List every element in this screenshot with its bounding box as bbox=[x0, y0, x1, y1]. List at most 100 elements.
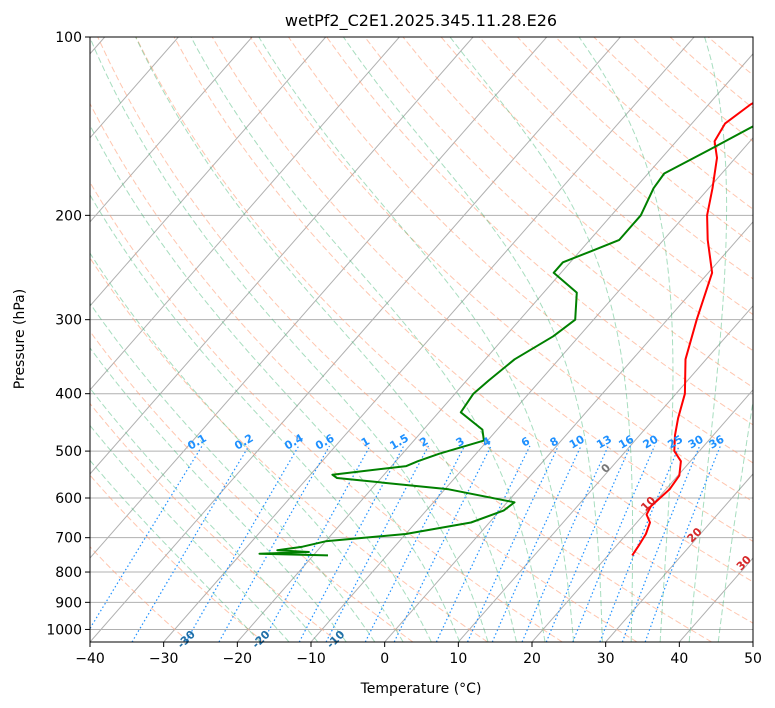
dry-adiabat-line bbox=[440, 37, 753, 316]
moist-adiabat-line bbox=[90, 193, 432, 642]
y-tick-label: 300 bbox=[55, 313, 82, 329]
dry-adiabat-line bbox=[90, 257, 488, 642]
moist-adiabat-line bbox=[90, 347, 347, 642]
mixing-ratio-line bbox=[218, 445, 331, 642]
dry-adiabat-line bbox=[90, 546, 190, 642]
moist-adiabat-line bbox=[90, 302, 376, 642]
moist-adiabat-label: 10 bbox=[638, 494, 658, 514]
moist-adiabat-line bbox=[90, 424, 290, 642]
mixing-ratio-label: 6 bbox=[519, 434, 532, 449]
y-tick-label: 500 bbox=[55, 444, 82, 460]
mixing-ratio-label: 3 bbox=[454, 435, 467, 450]
isotherm-line bbox=[90, 37, 400, 391]
x-tick-label: 10 bbox=[449, 651, 467, 667]
plot-area: 0.10.20.40.611.52346810131620253036-100-… bbox=[46, 30, 762, 667]
mixing-ratio-label: 20 bbox=[641, 432, 661, 451]
moist-adiabat-line bbox=[90, 37, 489, 642]
moist-adiabat-line bbox=[688, 37, 728, 642]
dry-adiabat-line bbox=[135, 37, 753, 624]
dry-adiabat-line bbox=[97, 37, 712, 642]
dry-adiabat-line bbox=[90, 102, 638, 642]
isotherm-line bbox=[310, 137, 753, 642]
dry-adiabat-label: -30 bbox=[175, 628, 198, 651]
dry-adiabat-label: -10 bbox=[324, 628, 347, 651]
isotherm-line bbox=[90, 37, 621, 642]
mixing-ratio-line bbox=[364, 445, 466, 642]
mixing-ratio-line bbox=[621, 445, 701, 642]
x-tick-label: −10 bbox=[296, 651, 326, 667]
y-tick-label: 600 bbox=[55, 491, 82, 507]
y-tick-label: 400 bbox=[55, 387, 82, 403]
moist-adiabat-line bbox=[449, 37, 634, 642]
dry-adiabat-line bbox=[211, 37, 753, 542]
moist-adiabat-line bbox=[717, 398, 753, 642]
dry-adiabat-label: -20 bbox=[249, 628, 272, 651]
dry-adiabat-line bbox=[173, 37, 753, 583]
moist-adiabat-line bbox=[90, 252, 404, 642]
x-tick-label: 0 bbox=[380, 651, 389, 667]
isotherm-line bbox=[752, 641, 753, 642]
dry-adiabat-line bbox=[555, 37, 753, 210]
dry-adiabat-line bbox=[90, 181, 563, 642]
isotherm-line bbox=[457, 305, 753, 642]
mixing-ratio-line bbox=[521, 445, 609, 642]
mixing-ratio-line bbox=[393, 445, 492, 642]
mixing-ratio-label: 1 bbox=[359, 435, 372, 450]
mixing-ratio-line bbox=[644, 445, 721, 642]
mixing-ratio-label: 13 bbox=[594, 433, 614, 452]
isotherm-line bbox=[163, 37, 695, 642]
x-tick-label: 50 bbox=[744, 651, 762, 667]
mixing-ratio-line bbox=[545, 445, 631, 642]
y-tick-label: 900 bbox=[55, 595, 82, 611]
dry-adiabat-line bbox=[90, 402, 339, 642]
mixing-ratio-label: 16 bbox=[616, 432, 636, 451]
isotherm-line bbox=[531, 389, 753, 642]
mixing-ratio-line bbox=[131, 445, 250, 642]
plot-background-lines bbox=[90, 37, 753, 642]
mixing-ratio-line bbox=[90, 445, 203, 630]
moist-adiabat-line bbox=[90, 459, 261, 642]
chart-title: wetPf2_C2E1.2025.345.11.28.E26 bbox=[285, 11, 557, 31]
x-tick-label: 40 bbox=[670, 651, 688, 667]
x-tick-label: −30 bbox=[149, 651, 179, 667]
mixing-ratio-line bbox=[435, 445, 531, 642]
isotherm-line bbox=[90, 37, 548, 559]
y-tick-label: 800 bbox=[55, 565, 82, 581]
temperature-profile-line bbox=[631, 102, 753, 556]
y-tick-label: 700 bbox=[55, 531, 82, 547]
moist-adiabat-line bbox=[135, 37, 517, 642]
mixing-ratio-label: 30 bbox=[686, 432, 706, 451]
mixing-ratio-label: 2 bbox=[417, 435, 430, 450]
mixing-ratio-label: 25 bbox=[665, 433, 685, 452]
isotherm-line bbox=[90, 37, 474, 475]
moist-adiabat-line bbox=[190, 37, 546, 642]
isotherm-line bbox=[90, 37, 253, 223]
dry-adiabat-line bbox=[707, 37, 753, 76]
mixing-ratio-line bbox=[572, 445, 656, 642]
x-tick-label: 20 bbox=[523, 651, 541, 667]
x-tick-label: 30 bbox=[597, 651, 615, 667]
isotherm-line bbox=[236, 53, 753, 642]
dry-adiabat-line bbox=[90, 330, 414, 642]
dry-adiabat-line bbox=[249, 37, 753, 503]
mixing-ratio-line bbox=[325, 445, 430, 642]
plot-frame bbox=[89, 36, 754, 643]
mixing-ratio-label: 1.5 bbox=[387, 432, 410, 453]
mixing-ratio-label: 0.4 bbox=[282, 431, 306, 452]
dry-adiabat-line bbox=[402, 37, 753, 352]
moist-adiabat-line bbox=[90, 124, 461, 642]
moist-adiabat-line bbox=[90, 387, 319, 642]
y-tick-label: 100 bbox=[55, 30, 82, 46]
mixing-ratio-line bbox=[491, 445, 582, 642]
mixing-ratio-line bbox=[185, 445, 300, 642]
isotherm-line bbox=[384, 221, 753, 642]
moist-adiabat-line bbox=[578, 37, 674, 642]
x-axis-title: Temperature (°C) bbox=[360, 681, 482, 697]
y-axis-title: Pressure (hPa) bbox=[12, 289, 28, 389]
x-tick-label: −40 bbox=[75, 651, 105, 667]
moist-adiabat-line bbox=[342, 37, 603, 642]
dry-adiabat-line bbox=[593, 37, 753, 176]
y-tick-label: 1000 bbox=[46, 622, 82, 638]
dry-adiabat-line bbox=[631, 37, 753, 143]
